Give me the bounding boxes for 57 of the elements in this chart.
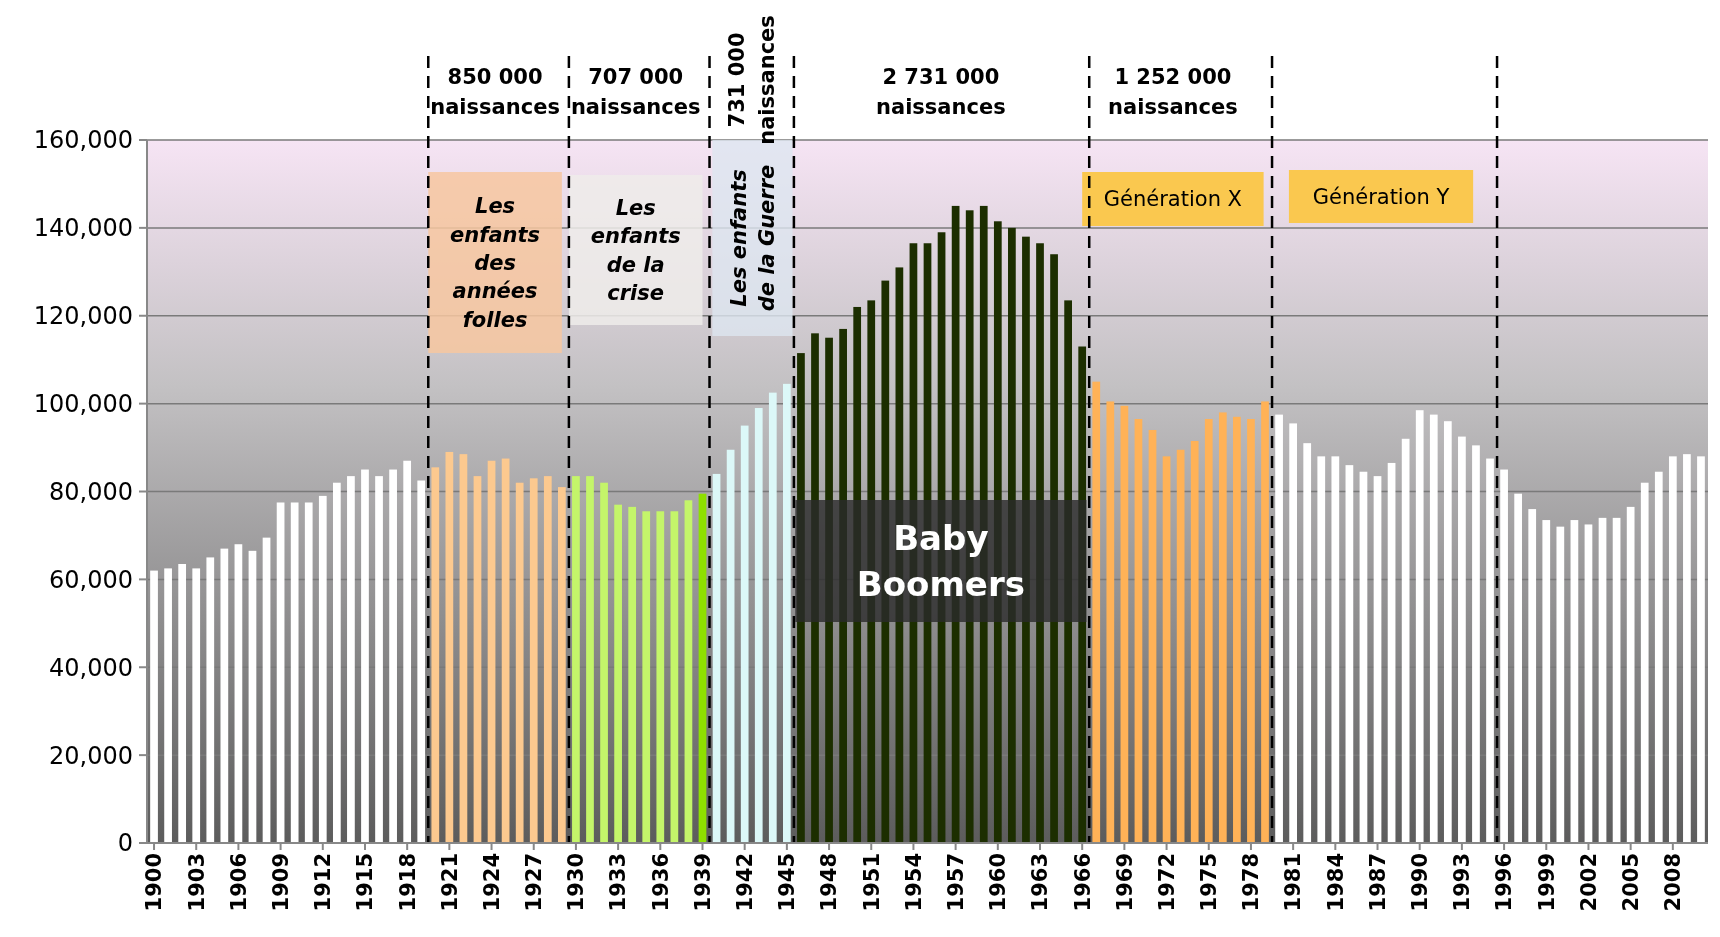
x-tick-label: 1972 xyxy=(1154,853,1179,912)
x-tick-label: 1936 xyxy=(648,853,673,912)
x-tick-label: 1948 xyxy=(817,853,842,912)
y-tick-label: 120,000 xyxy=(33,302,133,331)
y-tick-label: 0 xyxy=(117,829,133,858)
x-tick-label: 1930 xyxy=(564,853,589,912)
x-tick-label: 1978 xyxy=(1239,853,1264,912)
x-tick-label: 1975 xyxy=(1197,853,1222,912)
x-tick-label: 1939 xyxy=(690,853,715,912)
band-label: Génération Y xyxy=(1312,184,1450,209)
y-tick-label: 40,000 xyxy=(49,653,133,682)
x-tick-label: 1993 xyxy=(1450,853,1475,912)
x-tick-label: 1954 xyxy=(901,853,926,912)
y-tick-label: 60,000 xyxy=(49,565,133,594)
text: 850 000 naissances xyxy=(430,65,560,119)
y-tick-label: 20,000 xyxy=(49,741,133,770)
band-label: Génération X xyxy=(1103,187,1243,212)
band-label: Les enfants de la crise xyxy=(590,195,681,305)
x-tick-label: 1996 xyxy=(1492,853,1517,912)
x-tick-label: 1951 xyxy=(859,853,884,912)
text: 1 252 000 naissances xyxy=(1108,65,1238,119)
text: 707 000 naissances xyxy=(570,65,701,119)
x-tick-label: 1933 xyxy=(606,853,631,912)
x-tick-label: 1960 xyxy=(986,853,1011,912)
x-tick-label: 1987 xyxy=(1365,853,1390,912)
y-tick-label: 100,000 xyxy=(33,390,133,419)
x-tick-label: 1915 xyxy=(353,853,378,912)
x-tick-label: 1903 xyxy=(184,853,209,912)
x-tick-label: 1966 xyxy=(1070,853,1095,912)
y-tick-label: 140,000 xyxy=(33,214,133,243)
x-tick-label: 1945 xyxy=(775,853,800,912)
x-tick-label: 1921 xyxy=(437,853,462,912)
band-label: Les enfants de la Guerre xyxy=(726,164,779,312)
x-tick-label: 1942 xyxy=(733,853,758,912)
x-tick-label: 1984 xyxy=(1323,853,1348,912)
x-tick-label: 1918 xyxy=(395,853,420,912)
x-tick-label: 1900 xyxy=(142,853,167,912)
x-tick-label: 1924 xyxy=(479,853,504,912)
y-tick-label: 80,000 xyxy=(49,477,133,506)
x-tick-label: 1981 xyxy=(1281,853,1306,912)
x-tick-label: 1999 xyxy=(1534,853,1559,912)
band-label: Les enfants des années folles xyxy=(450,194,541,332)
x-tick-label: 1927 xyxy=(522,853,547,912)
annotation: 731 000 naissances xyxy=(725,15,780,145)
x-tick-label: 2002 xyxy=(1576,853,1601,912)
x-tick-label: 1969 xyxy=(1112,853,1137,912)
x-tick-label: 2005 xyxy=(1619,853,1643,912)
x-tick-label: 1963 xyxy=(1028,853,1053,912)
text: 2 731 000 naissances xyxy=(876,65,1006,119)
x-tick-label: 1912 xyxy=(311,853,336,912)
band-label: Baby Boomers xyxy=(856,517,1025,604)
x-tick-label: 2008 xyxy=(1661,853,1686,912)
x-tick-label: 1990 xyxy=(1408,853,1433,912)
x-tick-label: 1906 xyxy=(226,853,251,912)
y-tick-label: 160,000 xyxy=(33,126,133,155)
x-tick-label: 1957 xyxy=(943,853,968,912)
x-tick-label: 1909 xyxy=(268,853,293,912)
